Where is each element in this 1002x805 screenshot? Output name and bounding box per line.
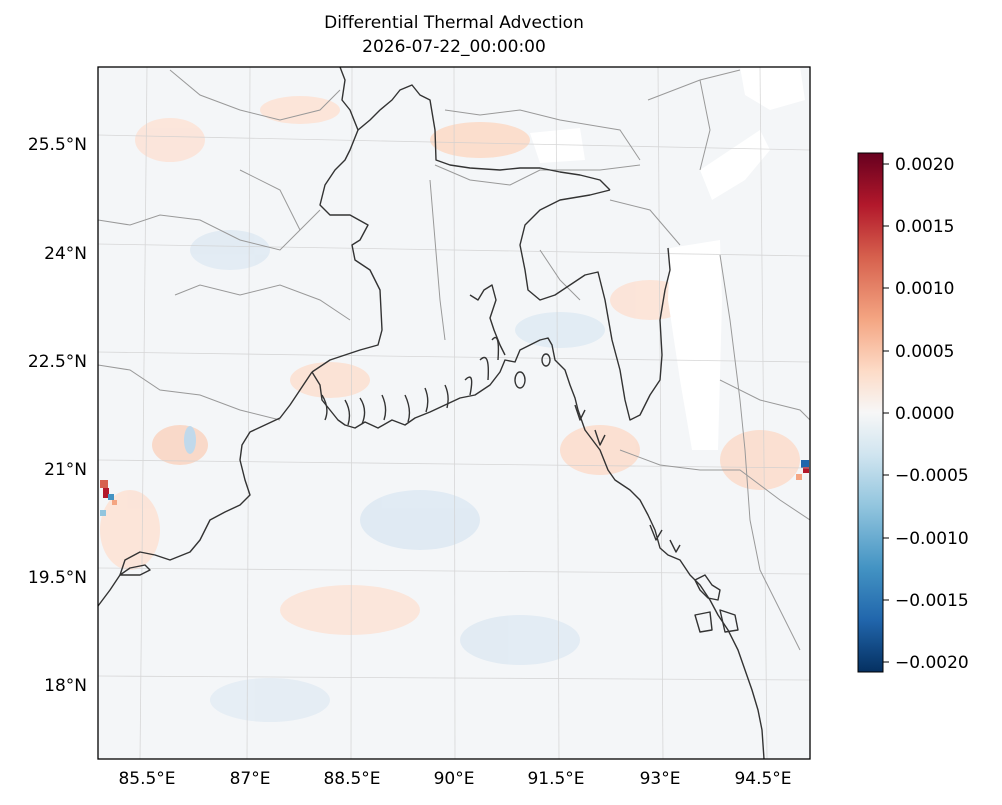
colorbar: 0.0020 0.0015 0.0010 0.0005 0.0000 −0.00… <box>857 152 969 673</box>
lat-tick-label: 18°N <box>44 676 87 696</box>
colorbar-tick-label: 0.0005 <box>895 342 954 362</box>
colorbar-gradient <box>857 152 884 673</box>
lon-tick-label: 85.5°E <box>118 769 175 789</box>
graticule <box>98 67 810 759</box>
colorbar-tick-label: −0.0010 <box>895 529 969 549</box>
missing-data <box>530 67 805 450</box>
colorbar-tick-label: 0.0000 <box>895 404 954 424</box>
chart-title: Differential Thermal Advection <box>324 13 584 33</box>
map-layers <box>98 67 810 759</box>
lon-tick-label: 87°E <box>230 769 271 789</box>
colorbar-tick-label: 0.0020 <box>895 155 954 175</box>
coastlines <box>98 67 765 759</box>
lat-tick-label: 19.5°N <box>28 568 87 588</box>
chart-subtitle: 2026-07-22_00:00:00 <box>362 37 546 57</box>
lat-tick-label: 22.5°N <box>28 352 87 372</box>
lon-tick-labels: 85.5°E 87°E 88.5°E 90°E 91.5°E 93°E 94.5… <box>118 769 791 789</box>
lon-tick-label: 88.5°E <box>323 769 380 789</box>
lat-tick-labels: 25.5°N 24°N 22.5°N 21°N 19.5°N 18°N <box>28 135 87 696</box>
lon-tick-label: 94.5°E <box>734 769 791 789</box>
lon-tick-label: 90°E <box>434 769 475 789</box>
lat-tick-label: 24°N <box>44 244 87 264</box>
colorbar-tick-label: 0.0010 <box>895 279 954 299</box>
field-anomalies <box>100 96 800 722</box>
colorbar-tick-label: −0.0020 <box>895 653 969 673</box>
admin-borders <box>98 69 810 651</box>
plot-frame <box>97 66 811 760</box>
lat-tick-label: 25.5°N <box>28 135 87 155</box>
colorbar-tick-label: 0.0015 <box>895 217 954 237</box>
lon-tick-label: 91.5°E <box>527 769 584 789</box>
lon-tick-label: 93°E <box>640 769 681 789</box>
edge-noise <box>100 460 809 516</box>
colorbar-tick-label: −0.0005 <box>895 466 969 486</box>
lat-tick-label: 21°N <box>44 460 87 480</box>
colorbar-tick-label: −0.0015 <box>895 591 969 611</box>
